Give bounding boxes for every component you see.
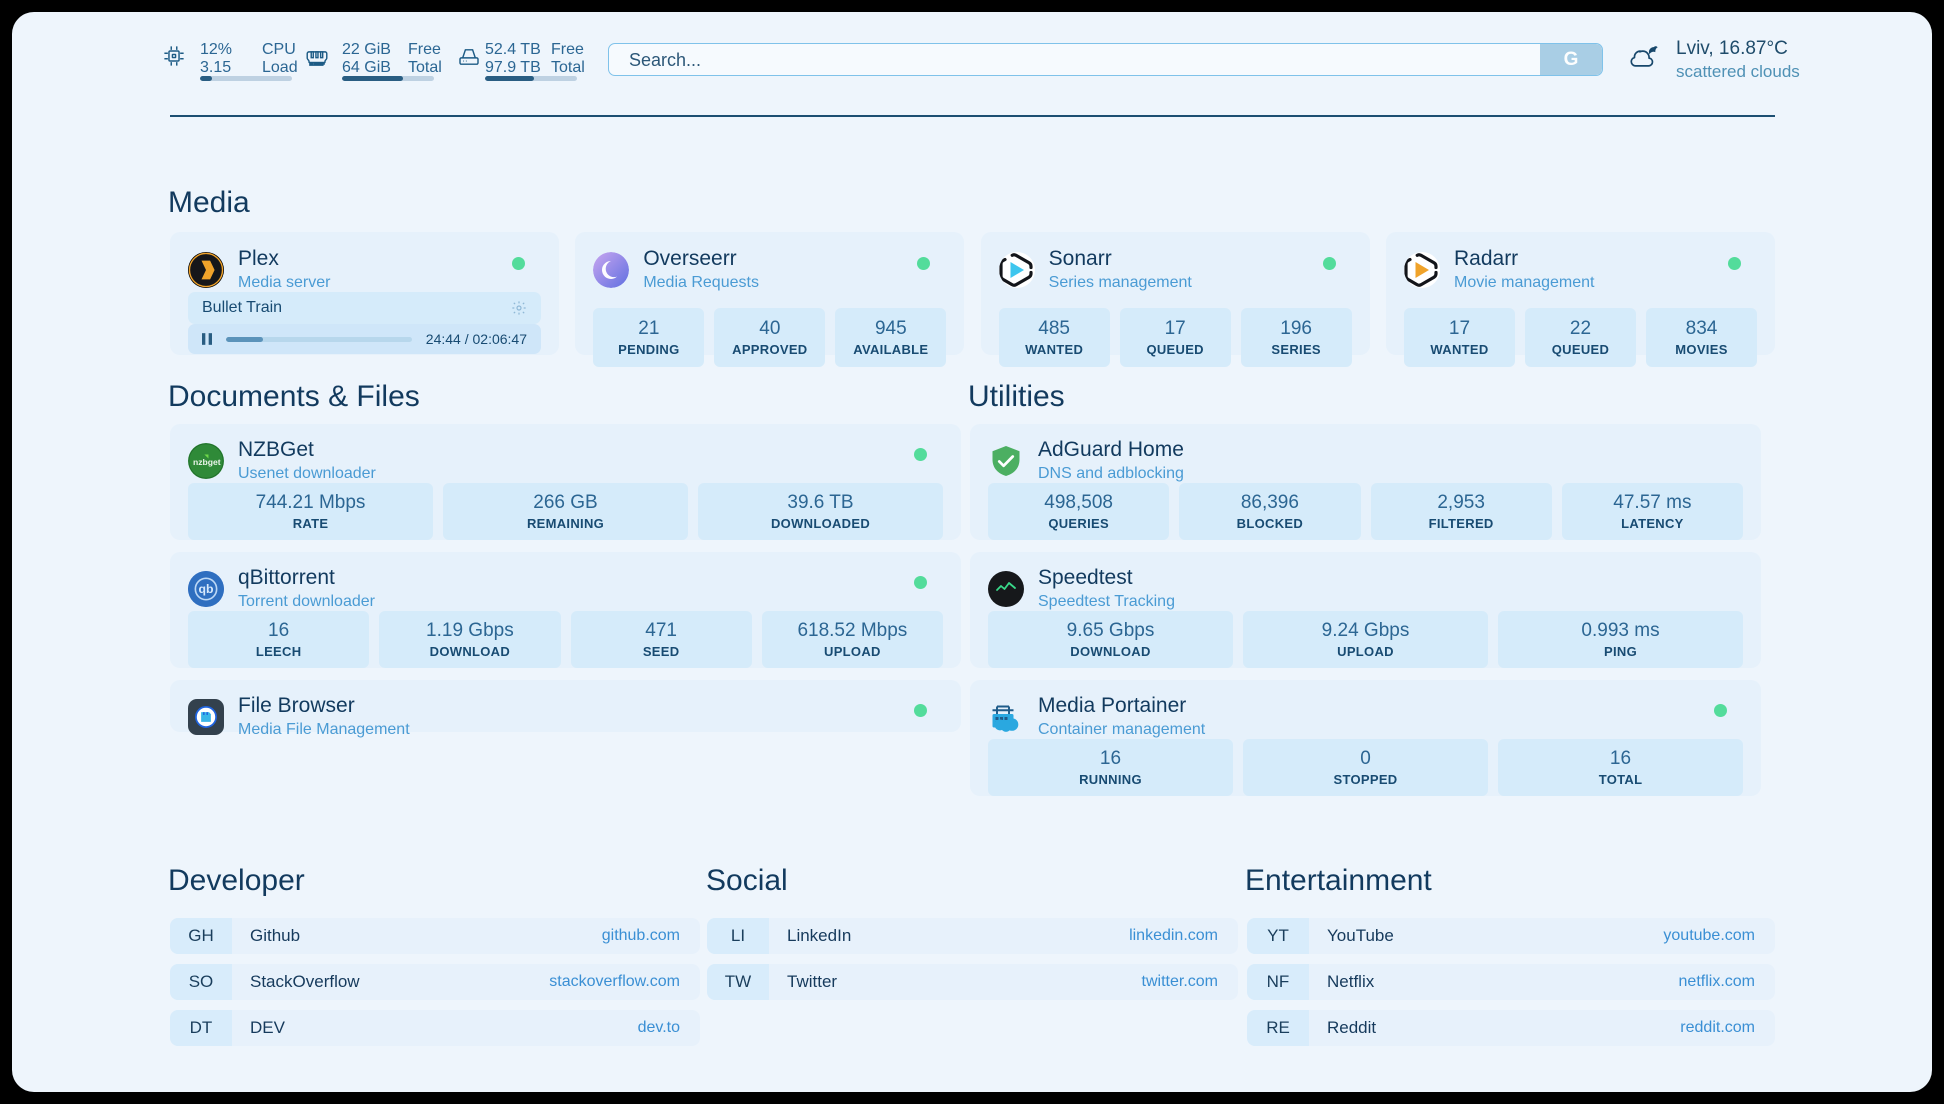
svg-text:qb: qb — [199, 582, 214, 596]
svg-text:nzbget: nzbget — [193, 457, 221, 467]
